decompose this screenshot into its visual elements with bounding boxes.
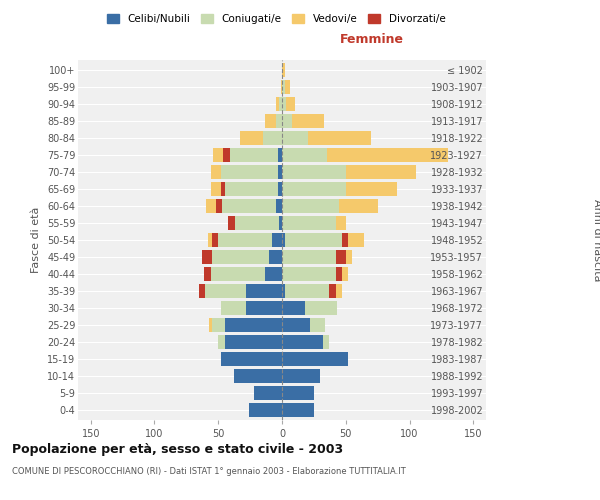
Bar [199, 284, 205, 298]
Bar [282, 80, 284, 94]
Bar [212, 318, 224, 332]
Bar [221, 352, 282, 366]
Bar [208, 233, 212, 247]
Bar [281, 80, 282, 94]
Bar [278, 165, 282, 180]
Bar [275, 199, 282, 214]
Bar [265, 266, 282, 281]
Bar [346, 165, 416, 180]
Text: COMUNE DI PESCOROCCHIANO (RI) - Dati ISTAT 1° gennaio 2003 - Elaborazione TUTTIT: COMUNE DI PESCOROCCHIANO (RI) - Dati IST… [12, 468, 406, 476]
Bar [282, 334, 323, 349]
Bar [282, 318, 310, 332]
Bar [335, 216, 346, 230]
Bar [282, 131, 308, 146]
Bar [280, 216, 282, 230]
Bar [282, 284, 284, 298]
Bar [282, 63, 284, 78]
Legend: Celibi/Nubili, Coniugati/e, Vedovi/e, Divorzati/e: Celibi/Nubili, Coniugati/e, Vedovi/e, Di… [103, 10, 449, 29]
Bar [284, 233, 342, 247]
Bar [254, 386, 282, 400]
Bar [224, 182, 278, 196]
Bar [346, 250, 352, 264]
Bar [205, 199, 216, 214]
Text: Anni di nascita: Anni di nascita [592, 198, 600, 281]
Bar [224, 318, 282, 332]
Bar [230, 148, 278, 162]
Bar [284, 284, 329, 298]
Bar [246, 300, 282, 315]
Bar [282, 216, 335, 230]
Bar [323, 334, 329, 349]
Bar [213, 148, 223, 162]
Bar [280, 97, 282, 112]
Bar [282, 266, 335, 281]
Bar [284, 80, 290, 94]
Bar [211, 182, 221, 196]
Bar [211, 165, 221, 180]
Bar [335, 284, 342, 298]
Bar [282, 386, 314, 400]
Bar [275, 114, 282, 128]
Bar [282, 182, 346, 196]
Y-axis label: Fasce di età: Fasce di età [31, 207, 41, 273]
Bar [218, 233, 272, 247]
Bar [235, 216, 280, 230]
Bar [272, 233, 282, 247]
Bar [246, 284, 282, 298]
Bar [282, 300, 305, 315]
Bar [278, 182, 282, 196]
Bar [282, 199, 340, 214]
Bar [212, 233, 218, 247]
Bar [275, 97, 280, 112]
Text: Popolazione per età, sesso e stato civile - 2003: Popolazione per età, sesso e stato civil… [12, 442, 343, 456]
Bar [221, 300, 246, 315]
Bar [269, 250, 282, 264]
Bar [282, 233, 284, 247]
Bar [292, 114, 324, 128]
Bar [329, 284, 335, 298]
Bar [218, 334, 224, 349]
Bar [224, 334, 282, 349]
Bar [211, 266, 265, 281]
Bar [326, 148, 448, 162]
Bar [335, 266, 342, 281]
Bar [282, 165, 346, 180]
Bar [282, 250, 335, 264]
Bar [286, 97, 295, 112]
Bar [282, 368, 320, 383]
Bar [342, 233, 348, 247]
Bar [263, 131, 282, 146]
Bar [229, 216, 235, 230]
Bar [342, 266, 348, 281]
Text: Femmine: Femmine [340, 32, 404, 46]
Bar [265, 114, 275, 128]
Bar [310, 318, 325, 332]
Bar [308, 131, 371, 146]
Bar [346, 182, 397, 196]
Bar [282, 402, 314, 417]
Bar [205, 284, 246, 298]
Bar [204, 266, 211, 281]
Bar [348, 233, 364, 247]
Bar [233, 368, 282, 383]
Bar [249, 402, 282, 417]
Bar [209, 318, 212, 332]
Bar [278, 148, 282, 162]
Bar [282, 97, 286, 112]
Bar [240, 131, 263, 146]
Bar [222, 199, 275, 214]
Bar [221, 182, 224, 196]
Bar [282, 352, 348, 366]
Bar [335, 250, 346, 264]
Bar [305, 300, 337, 315]
Bar [221, 165, 278, 180]
Bar [212, 250, 269, 264]
Bar [282, 148, 326, 162]
Bar [340, 199, 377, 214]
Bar [216, 199, 222, 214]
Bar [202, 250, 212, 264]
Bar [223, 148, 230, 162]
Bar [282, 114, 292, 128]
